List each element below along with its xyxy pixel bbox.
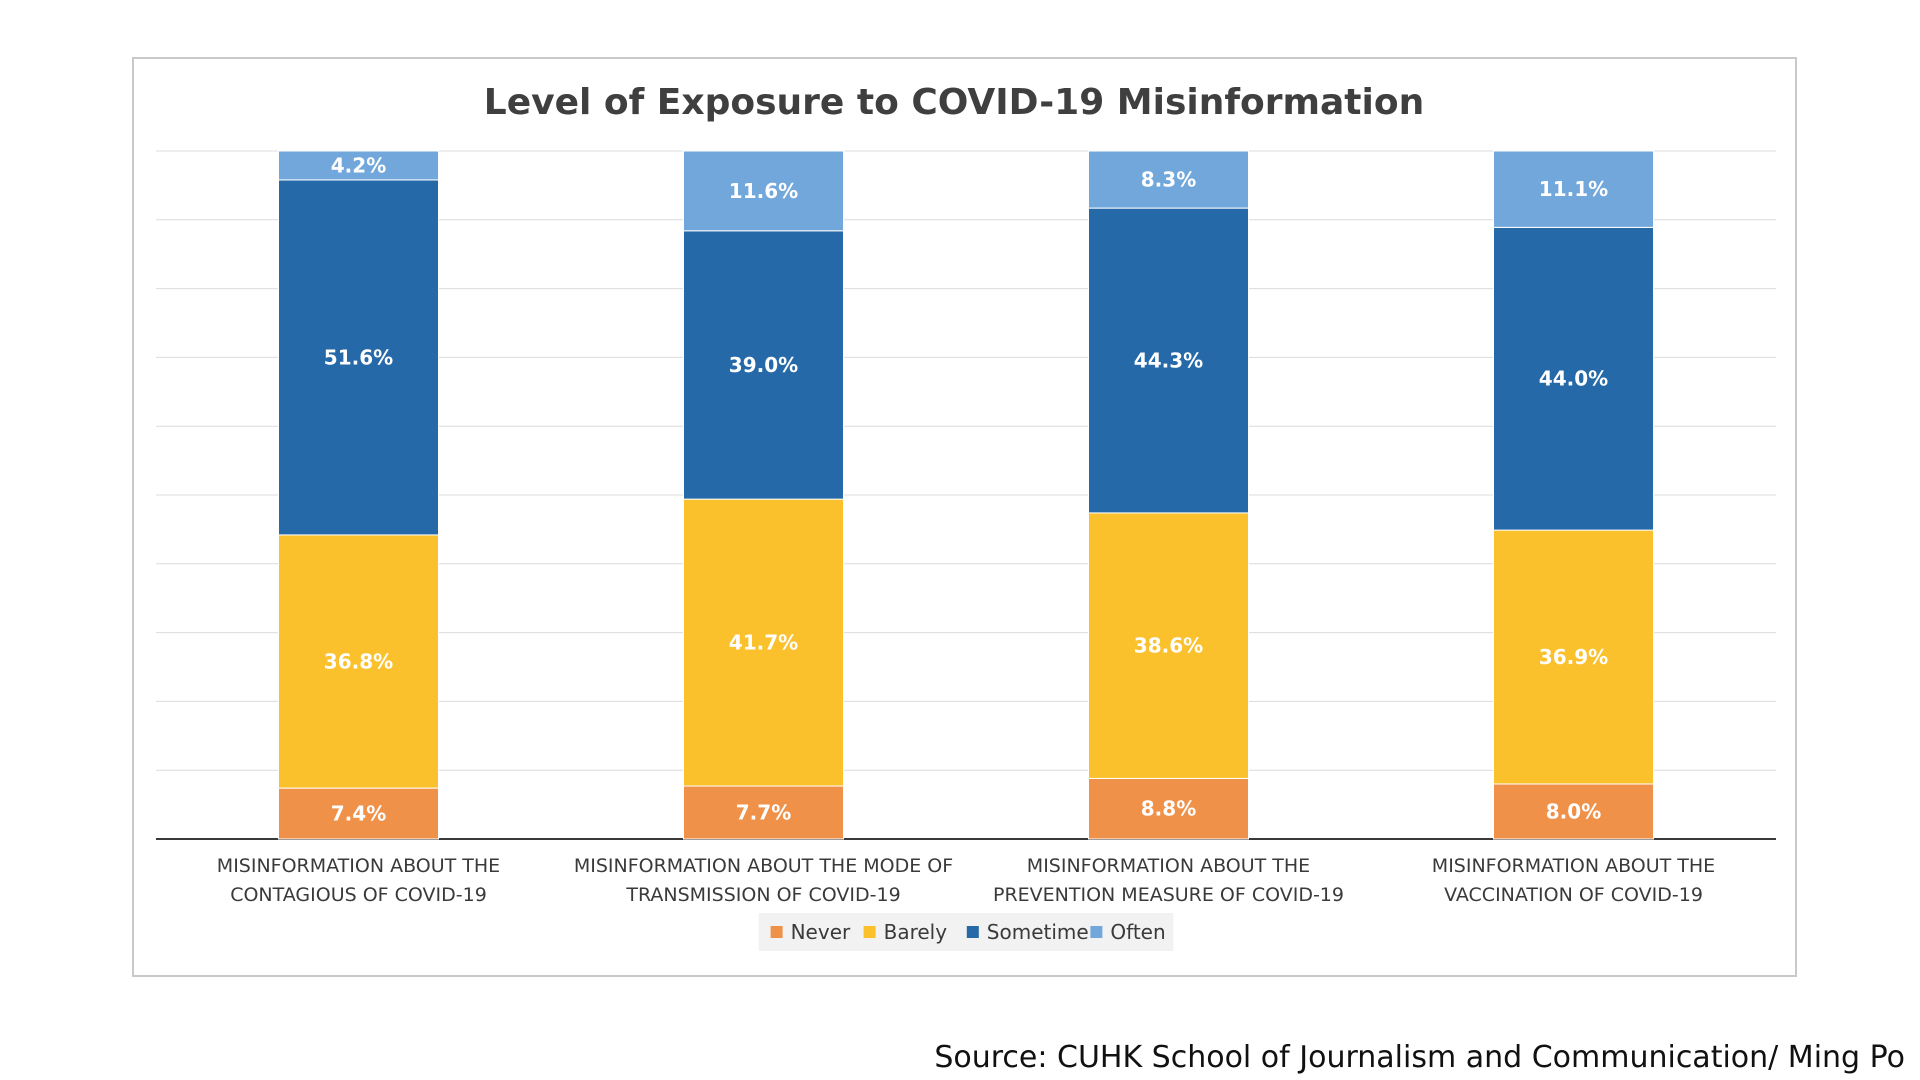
- bar-segment-barely: [683, 498, 844, 787]
- data-label-often: 4.2%: [331, 153, 386, 177]
- bar-segment-sometime: [1088, 207, 1249, 514]
- bar-segment-never: [683, 785, 844, 840]
- category-label: MISINFORMATION ABOUT THE MODE OF: [574, 855, 953, 877]
- chart-title: Level of Exposure to COVID-19 Misinforma…: [484, 82, 1424, 123]
- data-label-often: 11.1%: [1539, 177, 1608, 201]
- category-label: CONTAGIOUS OF COVID-19: [230, 884, 487, 906]
- category-label: MISINFORMATION ABOUT THE: [1027, 855, 1310, 877]
- bar-segment-barely: [1493, 529, 1654, 785]
- data-label-barely: 36.8%: [324, 649, 393, 673]
- legend-background: [758, 913, 1174, 951]
- bar-segment-sometime: [278, 179, 439, 536]
- bar-segment-never: [278, 787, 439, 840]
- bar-segment-often: [683, 150, 844, 232]
- data-label-sometime: 44.0%: [1539, 367, 1608, 391]
- bars: [278, 150, 1654, 840]
- data-label-barely: 38.6%: [1134, 634, 1203, 658]
- data-label-sometime: 44.3%: [1134, 348, 1203, 372]
- category-label: TRANSMISSION OF COVID-19: [625, 884, 900, 906]
- category-label: MISINFORMATION ABOUT THE: [1432, 855, 1715, 877]
- legend-label-never: Never: [791, 920, 851, 944]
- bar-segment-barely: [1088, 512, 1249, 779]
- legend-swatch-barely: [863, 926, 876, 938]
- data-label-never: 7.7%: [736, 801, 791, 825]
- data-label-sometime: 39.0%: [729, 353, 798, 377]
- bar-segment-never: [1493, 783, 1654, 840]
- legend-label-barely: Barely: [884, 920, 948, 944]
- segment-labels: 7.4% 36.8% 51.6% 4.2% 7.7% 41.7% 39.0% 11.6% 8.8…: [324, 153, 1608, 825]
- bar-segment-never: [1088, 777, 1249, 840]
- legend-label-sometime: Sometime: [987, 920, 1089, 944]
- legend-swatch-often: [1090, 926, 1103, 938]
- category-label: PREVENTION MEASURE OF COVID-19: [993, 884, 1344, 906]
- data-label-sometime: 51.6%: [324, 345, 393, 369]
- category-labels: MISINFORMATION ABOUT THE CONTAGIOUS OF CO…: [217, 855, 1715, 906]
- data-label-never: 7.4%: [331, 802, 386, 826]
- category-label: VACCINATION OF COVID-19: [1444, 884, 1703, 906]
- data-label-never: 8.8%: [1141, 797, 1196, 821]
- data-label-often: 8.3%: [1141, 168, 1196, 192]
- bar-segment-sometime: [683, 230, 844, 500]
- data-label-barely: 41.7%: [729, 631, 798, 655]
- source-caption: Source: CUHK School of Journalism and Co…: [934, 1040, 1905, 1075]
- bar-segment-sometime: [1493, 226, 1654, 531]
- bar-segment-often: [278, 150, 439, 181]
- data-label-barely: 36.9%: [1539, 645, 1608, 669]
- legend-swatch-never: [770, 926, 783, 938]
- data-label-never: 8.0%: [1546, 799, 1601, 823]
- data-label-often: 11.6%: [729, 179, 798, 203]
- legend-swatch-sometime: [966, 926, 979, 938]
- chart-frame: Level of Exposure to COVID-19 Misinforma…: [132, 57, 1797, 977]
- legend-label-often: Often: [1110, 920, 1165, 944]
- chart-svg: Level of Exposure to COVID-19 Misinforma…: [156, 82, 1776, 951]
- category-label: MISINFORMATION ABOUT THE: [217, 855, 500, 877]
- bar-segment-barely: [278, 534, 439, 789]
- legend: Never Barely Sometime Often: [758, 913, 1174, 951]
- bar-segment-often: [1088, 150, 1249, 209]
- bar-segment-often: [1493, 150, 1654, 228]
